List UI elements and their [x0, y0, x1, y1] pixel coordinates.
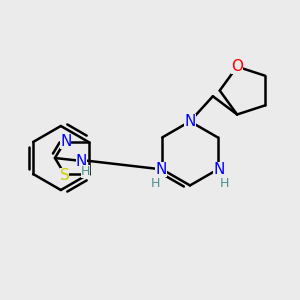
Text: N: N [76, 154, 87, 169]
Text: N: N [184, 114, 196, 129]
Text: H: H [220, 177, 229, 190]
Text: N: N [155, 162, 167, 177]
Text: S: S [60, 168, 69, 183]
Text: N: N [213, 162, 225, 177]
Text: H: H [151, 177, 160, 190]
Text: N: N [60, 134, 71, 149]
Text: H: H [81, 165, 91, 178]
Text: O: O [231, 59, 243, 74]
